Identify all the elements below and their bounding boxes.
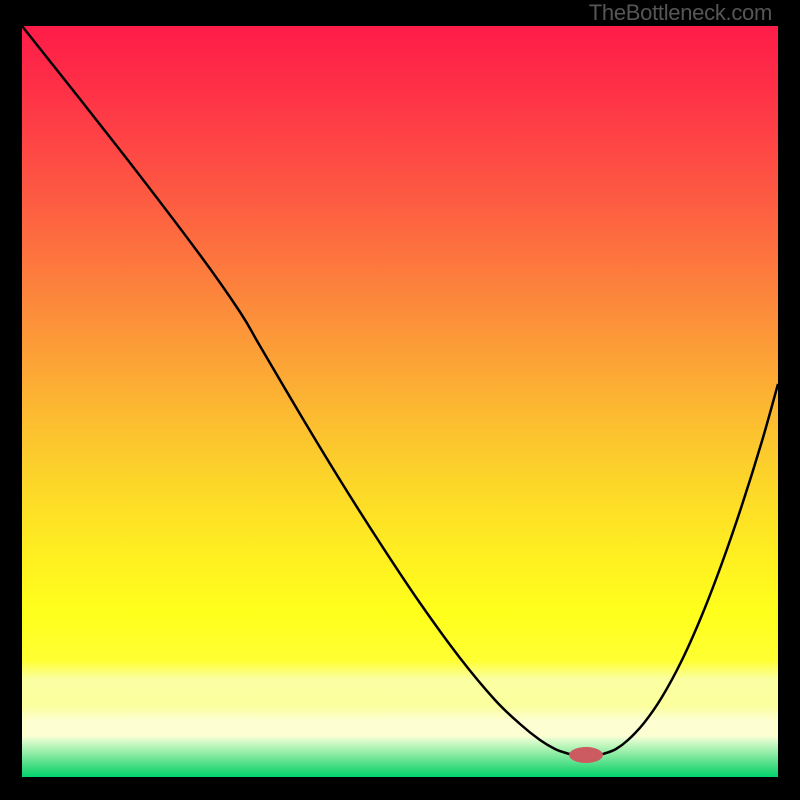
chart-frame: TheBottleneck.com (0, 0, 800, 800)
bottleneck-plot (22, 26, 778, 777)
optimal-marker (569, 747, 603, 763)
plot-background (22, 26, 778, 777)
attribution-text: TheBottleneck.com (589, 0, 772, 26)
